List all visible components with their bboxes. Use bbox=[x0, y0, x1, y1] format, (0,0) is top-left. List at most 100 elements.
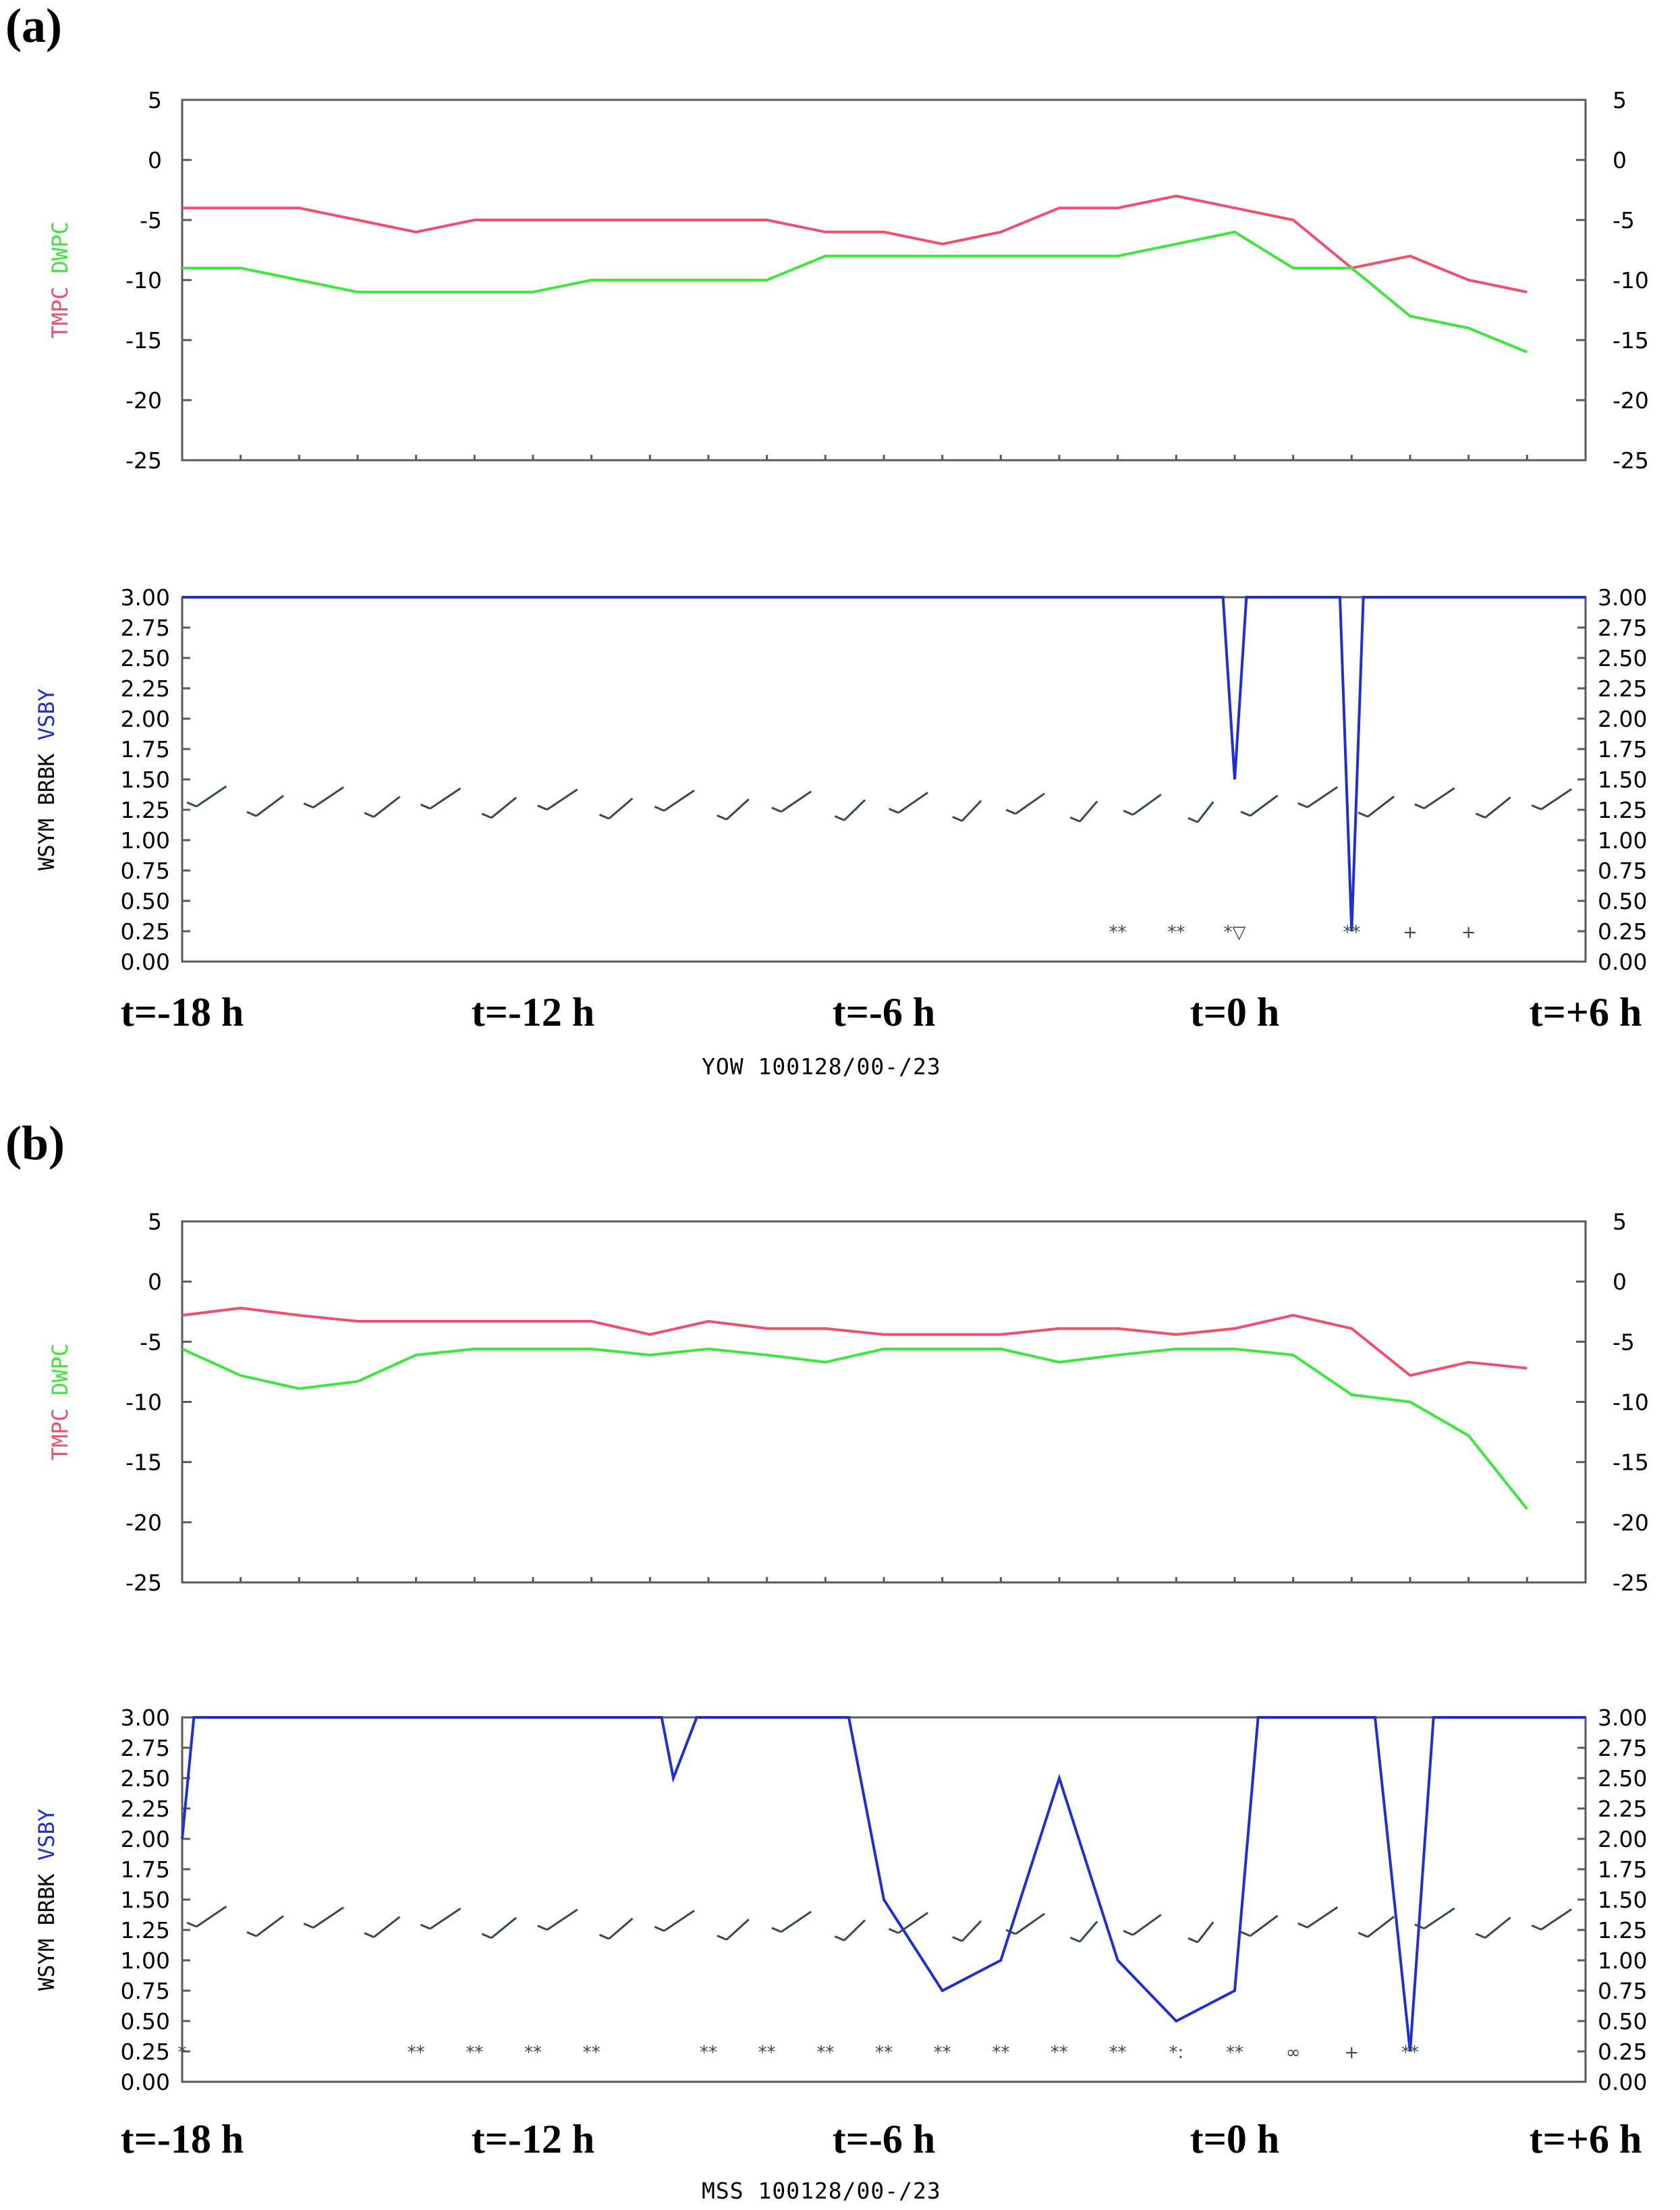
panel-b-wind-barb-flag bbox=[1069, 1937, 1081, 1943]
panel-a-wind-barb-flag bbox=[1531, 804, 1542, 810]
panel-a-temp-ylabel-dwpc: DWPC bbox=[47, 221, 73, 286]
panel-a-temp-frame bbox=[181, 99, 1587, 462]
panel-b-vsby-ytick-label-left: 0.00 bbox=[121, 2069, 170, 2095]
panel-b-wx-symbol: ** bbox=[524, 2043, 542, 2063]
panel-b-wind-barb-staff bbox=[429, 1907, 461, 1930]
panel-b-wx-symbol: ∞ bbox=[1286, 2043, 1301, 2063]
panel-a-wind-barb-staff bbox=[608, 798, 634, 820]
panel-a-wind-barb-staff bbox=[1306, 786, 1339, 808]
panel-b-temp-ytick-label-left: 5 bbox=[148, 1209, 162, 1235]
panel-b-wind-barb-flag bbox=[771, 1927, 782, 1933]
panel-a-temp-ytick-label-left: -20 bbox=[125, 387, 162, 414]
panel-a-wind-barb-flag bbox=[246, 810, 257, 817]
panel-a-vsby-ytick-label-left: 0.50 bbox=[121, 888, 170, 914]
panel-b-wind-barb-staff bbox=[1015, 1912, 1045, 1935]
panel-a-wind-barb-flag bbox=[888, 808, 899, 814]
panel-a-wind-barb bbox=[1475, 796, 1511, 819]
panel-b-vsby-ylabel-wsym: WSYM bbox=[34, 1939, 59, 1991]
panel-b-wind-barb bbox=[834, 1919, 866, 1941]
panel-b-wind-barb-flag bbox=[654, 1925, 665, 1932]
panel-a-wind-barb-staff bbox=[256, 795, 284, 817]
panel-b-temp-ytick-label-right: -15 bbox=[1613, 1449, 1649, 1476]
panel-a-vsby-ytick-label-right: 1.50 bbox=[1598, 767, 1647, 793]
panel-a-wind-barb bbox=[1123, 794, 1162, 816]
panel-b-vsby-ytick-label-right: 1.50 bbox=[1598, 1887, 1647, 1913]
panel-a-wind-barb-flag bbox=[303, 802, 314, 809]
panel-b-wind-barb bbox=[1069, 1921, 1098, 1943]
panel-b-vsby-ytick-label-right: 0.75 bbox=[1598, 1978, 1647, 2004]
panel-a-wind-barb-flag bbox=[834, 815, 845, 821]
panel-b-wind-barb bbox=[481, 1916, 517, 1939]
panel-a-vsby-ytick-label-right: 2.00 bbox=[1598, 706, 1647, 732]
panel-a-series-tmpc bbox=[182, 194, 1528, 294]
panel-a-wind-barb-staff bbox=[429, 787, 461, 810]
panel-a-xtick-label: t=0 h bbox=[1190, 990, 1280, 1034]
panel-b-wind-barb-flag bbox=[1414, 1923, 1425, 1930]
panel-b-temp-ylabel: TMPC DWPC bbox=[47, 1344, 73, 1460]
panel-b-temp-ytick-label-right: -20 bbox=[1613, 1510, 1649, 1536]
panel-a-wind-barb-flag bbox=[1123, 810, 1133, 816]
panel-b-wind-barb-flag bbox=[834, 1935, 845, 1941]
panel-b-vsby-ytick-label-left: 0.50 bbox=[121, 2008, 170, 2035]
panel-b-wind-barb bbox=[1531, 1908, 1572, 1931]
panel-b-wx-symbol: *: bbox=[1169, 2043, 1183, 2063]
panel-b-wx-symbol: ** bbox=[1401, 2043, 1419, 2063]
panel-a-wind-barb bbox=[364, 796, 401, 818]
panel-a-wx-symbol: + bbox=[1403, 922, 1418, 943]
panel-b-vsby-ytick-label-right: 2.00 bbox=[1598, 1826, 1647, 1852]
panel-b-wind-barb-staff bbox=[843, 1919, 866, 1941]
panel-b-vsby-ylabel-vsby: VSBY bbox=[34, 1808, 59, 1873]
panel-a-xtick-label: t=-12 h bbox=[472, 990, 595, 1034]
panel-b-wx-symbol: ** bbox=[1226, 2043, 1243, 2063]
panel-a-temp-ytick-label-right: -5 bbox=[1613, 207, 1635, 233]
panel-a-temp-ytick-label-right: -10 bbox=[1613, 267, 1649, 294]
panel-b-vsby-ytick-label-left: 1.00 bbox=[121, 1947, 170, 1974]
panel-a-vsby-ylabel-vsby: VSBY bbox=[34, 688, 59, 753]
panel-a-vsby-ytick-label-right: 0.25 bbox=[1598, 918, 1647, 945]
panel-b-vsby-ytick-label-left: 2.50 bbox=[121, 1765, 170, 1792]
panel-b-wind-barb bbox=[717, 1918, 750, 1941]
panel-a-temp-ytick-label-left: -15 bbox=[125, 327, 162, 354]
panel-b-xtick-label: t=+6 h bbox=[1530, 2117, 1642, 2161]
panel-b-wind-barb-flag bbox=[1475, 1933, 1486, 1939]
panel-a-series-vsby bbox=[182, 596, 1586, 932]
panel-a-wx-symbol: ** bbox=[1167, 922, 1185, 943]
panel-b-wind-barb-flag bbox=[303, 1923, 314, 1929]
panel-a-wind-barb-staff bbox=[897, 792, 929, 814]
panel-a: (a) YOW 100128/00-/23 5 5 0 0 -5 -5 -10 -10 -15 -… bbox=[5, 0, 1649, 1080]
panel-a-wind-barb bbox=[1414, 787, 1455, 810]
panel-b-wind-barb bbox=[654, 1910, 695, 1932]
panel-b-wind-barb-staff bbox=[1306, 1906, 1339, 1929]
panel-b-temp-ytick-label-left: -10 bbox=[125, 1389, 162, 1416]
panel-a-wind-barb bbox=[717, 798, 750, 821]
panel-a-wind-barb-staff bbox=[547, 788, 578, 811]
panel-a-wind-barb bbox=[952, 800, 982, 822]
panel-b-wx-symbol: ** bbox=[1109, 2043, 1127, 2063]
panel-b-vsby-ylabel-brbk: BRBK bbox=[34, 1873, 59, 1939]
panel-b-wind-barb bbox=[537, 1908, 578, 1931]
panel-a-vsby-ytick-label-left: 2.25 bbox=[121, 675, 170, 702]
panel-a-wind-barb bbox=[537, 788, 578, 811]
panel-a-wind-barb-flag bbox=[1357, 811, 1368, 818]
panel-a-wind-barb bbox=[420, 787, 461, 810]
panel-a-label: (a) bbox=[5, 0, 62, 53]
panel-a-wind-barb-staff bbox=[312, 786, 344, 808]
panel-a-wind-barb bbox=[1240, 794, 1279, 817]
panel-a-wind-barb bbox=[1357, 796, 1395, 818]
panel-a-wx-symbol: *▽ bbox=[1224, 922, 1246, 943]
panel-a-vsby-ytick-label-left: 0.75 bbox=[121, 858, 170, 884]
panel-a-wind-barb bbox=[771, 790, 812, 813]
panel-b-wind-barb bbox=[364, 1916, 401, 1938]
panel-a-vsby-ytick-label-left: 2.00 bbox=[121, 706, 170, 732]
panel-b-temp-ytick-label-right: -10 bbox=[1613, 1389, 1649, 1416]
panel-a-vsby-ytick-label-left: 1.75 bbox=[121, 736, 170, 763]
panel-a-xtick-label: t=-18 h bbox=[121, 990, 244, 1034]
panel-a-wind-barb bbox=[654, 790, 695, 812]
panel-a-wind-barb bbox=[481, 796, 517, 819]
panel-a-wind-barb-staff bbox=[663, 790, 695, 812]
panel-a-wind-barb-staff bbox=[1367, 796, 1395, 818]
panel-a-vsby-ytick-label-right: 0.75 bbox=[1598, 858, 1647, 884]
panel-b-wind-barb-staff bbox=[608, 1918, 634, 1940]
panel-a-vsby-ytick-label-right: 0.00 bbox=[1598, 949, 1647, 975]
panel-b-wind-barb bbox=[1357, 1916, 1395, 1938]
